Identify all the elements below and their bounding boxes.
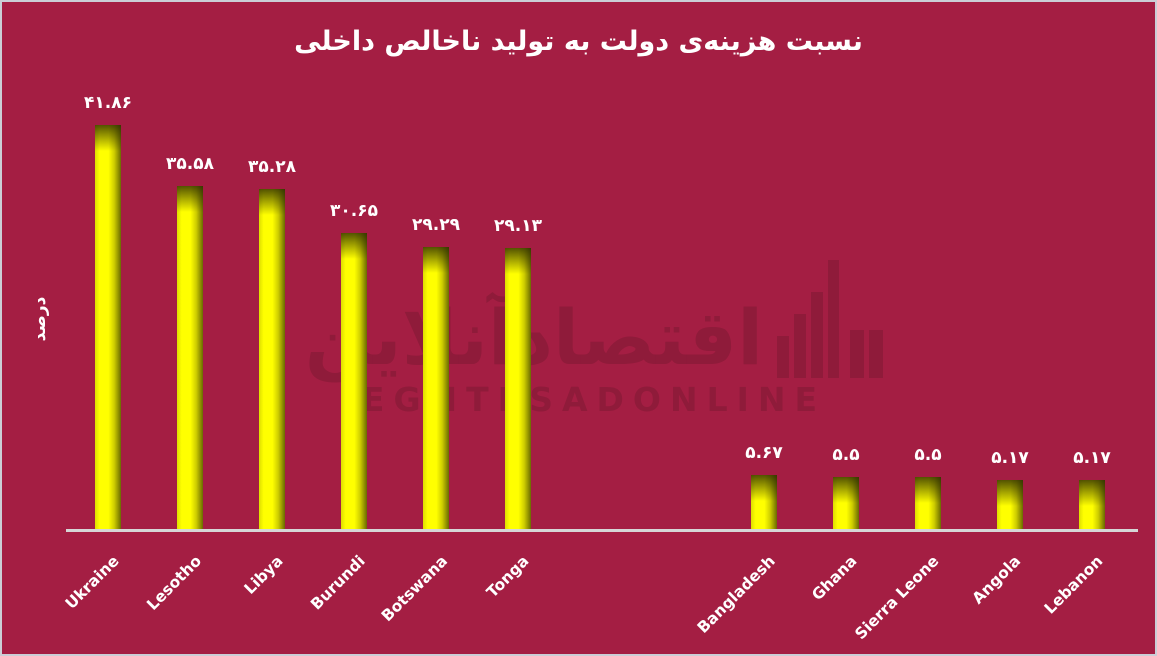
category-label-ghana: Ghana	[808, 552, 861, 605]
value-label-tonga: ۲۹.۱۳	[494, 216, 542, 236]
value-label-ghana: ۵.۵	[832, 445, 860, 465]
bar-botswana	[423, 247, 449, 530]
category-label-libya: Libya	[240, 552, 287, 598]
watermark-latin-text: EGHTESADONLINE	[361, 380, 827, 419]
category-label-tonga: Tonga	[483, 552, 533, 602]
value-label-angola: ۵.۱۷	[991, 448, 1029, 468]
category-label-botswana: Botswana	[377, 552, 451, 626]
bar-lebanon	[1079, 480, 1105, 530]
y-axis-label: درصد	[30, 296, 50, 342]
bar-ghana	[833, 477, 859, 530]
bar-ukraine	[95, 125, 121, 530]
x-axis-line	[66, 529, 1138, 532]
category-label-sierra-leone: Sierra Leone	[851, 552, 943, 644]
value-label-bangladesh: ۵.۶۷	[745, 443, 783, 463]
bar-lesotho	[177, 186, 203, 530]
watermark-persian-logo: اقتصادآنلاین	[304, 293, 764, 383]
category-label-lebanon: Lebanon	[1041, 552, 1107, 618]
value-label-ukraine: ۴۱.۸۶	[84, 93, 132, 113]
bar-libya	[259, 189, 285, 530]
category-label-burundi: Burundi	[307, 552, 369, 614]
value-label-lesotho: ۳۵.۵۸	[166, 154, 214, 174]
category-label-angola: Angola	[969, 552, 1025, 608]
value-label-burundi: ۳۰.۶۵	[330, 201, 378, 221]
value-label-lebanon: ۵.۱۷	[1073, 448, 1111, 468]
chart-title: نسبت هزینه‌ی دولت به تولید ناخالص داخلی	[294, 26, 863, 57]
bar-chart-logo-icon	[777, 260, 884, 378]
category-label-bangladesh: Bangladesh	[693, 552, 779, 637]
bar-burundi	[341, 233, 367, 530]
category-label-lesotho: Lesotho	[142, 552, 205, 614]
bar-bangladesh	[751, 475, 777, 530]
watermark: اقتصادآنلاین EGHTESADONLINE	[285, 260, 903, 419]
value-label-sierra-leone: ۵.۵	[914, 445, 942, 465]
value-label-botswana: ۲۹.۲۹	[412, 215, 460, 235]
bar-angola	[997, 480, 1023, 530]
bar-tonga	[505, 248, 531, 530]
value-label-libya: ۳۵.۲۸	[248, 157, 296, 177]
category-label-ukraine: Ukraine	[62, 552, 123, 613]
bar-sierra-leone	[915, 477, 941, 530]
